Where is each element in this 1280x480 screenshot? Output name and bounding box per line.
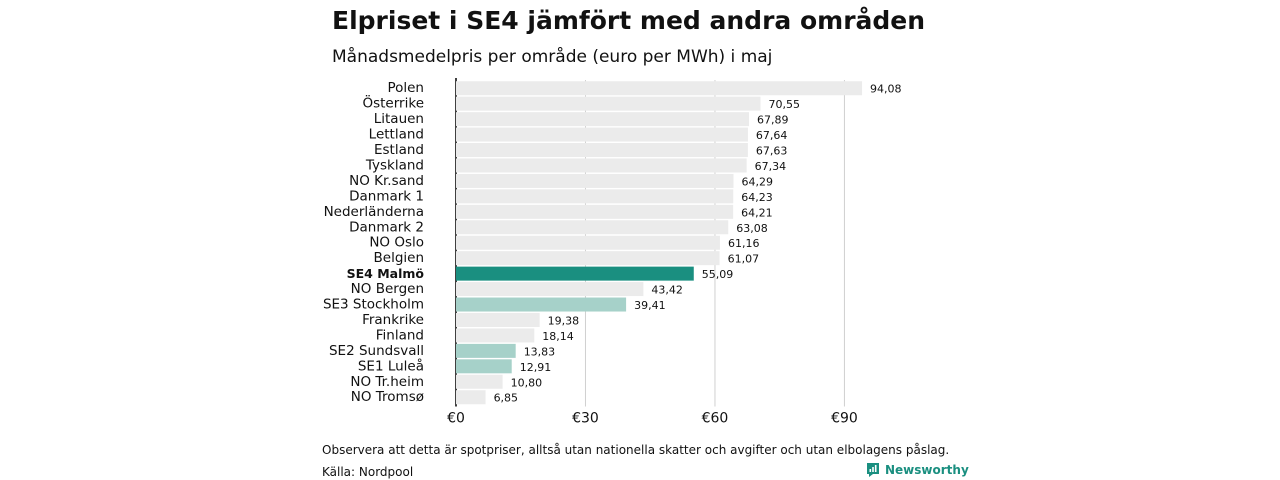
category-label: Litauen <box>374 111 424 127</box>
value-label: 10,80 <box>511 376 543 389</box>
bar <box>456 251 720 266</box>
bar <box>456 328 535 343</box>
bar <box>456 359 512 374</box>
category-label: Danmark 1 <box>349 188 424 204</box>
bar <box>456 297 627 312</box>
bar <box>456 189 734 204</box>
value-label: 61,07 <box>728 253 760 266</box>
value-label: 64,21 <box>741 206 773 219</box>
bar <box>456 96 761 111</box>
category-label: NO Tr.heim <box>350 374 424 390</box>
category-label: Lettland <box>369 127 424 143</box>
bar <box>456 312 540 327</box>
chart-subtitle: Månadsmedelpris per område (euro per MWh… <box>332 47 773 67</box>
category-label: SE3 Stockholm <box>323 297 424 313</box>
value-label: 64,29 <box>741 175 773 188</box>
value-label: 55,09 <box>702 268 734 281</box>
value-label: 64,23 <box>741 191 773 204</box>
category-label: SE4 Malmö <box>347 266 425 281</box>
value-label: 18,14 <box>542 330 574 343</box>
category-label: Nederländerna <box>324 204 424 220</box>
value-label: 67,89 <box>757 114 789 127</box>
category-label: Finland <box>376 327 424 343</box>
bar <box>456 204 734 219</box>
bar <box>456 390 486 405</box>
category-label: NO Kr.sand <box>349 173 424 189</box>
category-label: Tyskland <box>365 157 424 173</box>
category-label: Belgien <box>374 250 425 266</box>
bar <box>456 235 720 250</box>
chart-title: Elpriset i SE4 jämfört med andra områden <box>332 6 926 35</box>
value-label: 67,64 <box>756 129 788 142</box>
bar-chart: PolenÖsterrikeLitauenLettlandEstlandTysk… <box>323 78 902 426</box>
category-label: Frankrike <box>362 312 424 328</box>
value-label: 39,41 <box>634 299 666 312</box>
bar <box>456 127 748 142</box>
x-tick-label: €0 <box>447 410 465 426</box>
category-label: SE2 Sundsvall <box>329 343 424 359</box>
category-labels: PolenÖsterrikeLitauenLettlandEstlandTysk… <box>323 80 424 405</box>
bar <box>456 112 750 127</box>
brand-logo: Newsworthy <box>866 462 969 478</box>
category-label: Polen <box>387 80 424 96</box>
bar <box>456 143 748 158</box>
category-label: Danmark 2 <box>349 219 424 235</box>
category-label: Österrike <box>362 94 424 112</box>
value-labels: 94,08 70,55 67,89 67,64 67,63 67,34 64,29 64,23… <box>494 83 902 405</box>
category-label: SE1 Luleå <box>358 357 424 374</box>
bar <box>456 266 694 281</box>
bar <box>456 220 729 235</box>
bar <box>456 374 503 389</box>
value-label: 70,55 <box>768 98 800 111</box>
value-label: 63,08 <box>736 222 768 235</box>
value-label: 19,38 <box>548 314 580 327</box>
x-axis-ticks: €0 €30 €60 €90 <box>447 410 858 426</box>
value-label: 6,85 <box>494 392 518 405</box>
value-label: 43,42 <box>651 284 683 297</box>
value-label: 67,63 <box>756 145 788 158</box>
category-label: Estland <box>374 142 424 158</box>
source: Källa: Nordpool <box>322 465 414 479</box>
category-label: NO Bergen <box>351 281 424 297</box>
category-label: NO Tromsø <box>351 389 424 405</box>
x-tick-label: €30 <box>572 410 599 426</box>
bar <box>456 173 734 188</box>
value-label: 12,91 <box>520 361 552 374</box>
bar <box>456 81 863 96</box>
value-label: 13,83 <box>524 345 556 358</box>
brand-name: Newsworthy <box>885 463 969 477</box>
category-label: NO Oslo <box>369 235 424 251</box>
bar <box>456 158 747 173</box>
newsworthy-logo-icon <box>867 463 879 477</box>
value-label: 94,08 <box>870 83 902 96</box>
bars <box>456 81 863 405</box>
bar <box>456 343 516 358</box>
bar <box>456 282 644 297</box>
x-tick-label: €90 <box>831 410 858 426</box>
x-tick-label: €60 <box>702 410 729 426</box>
value-label: 61,16 <box>728 237 760 250</box>
value-label: 67,34 <box>755 160 787 173</box>
footnote: Observera att detta är spotpriser, allts… <box>322 443 950 457</box>
